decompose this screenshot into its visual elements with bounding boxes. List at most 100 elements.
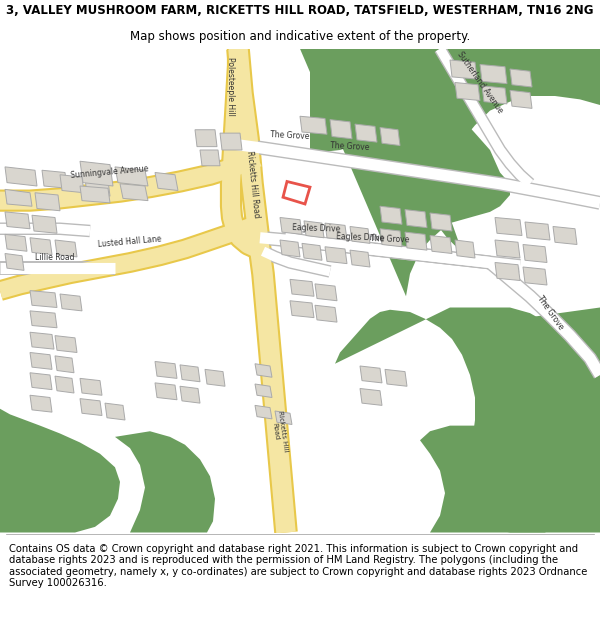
Polygon shape <box>55 376 74 393</box>
Polygon shape <box>420 426 560 532</box>
Polygon shape <box>155 173 178 191</box>
Text: Ricketts Hill Road: Ricketts Hill Road <box>245 150 261 218</box>
Polygon shape <box>32 215 57 233</box>
Polygon shape <box>30 395 52 412</box>
Polygon shape <box>450 60 477 79</box>
Polygon shape <box>205 369 225 386</box>
Polygon shape <box>335 308 600 532</box>
Polygon shape <box>553 226 577 244</box>
Polygon shape <box>380 206 402 224</box>
Polygon shape <box>255 384 272 398</box>
Polygon shape <box>482 86 507 104</box>
Polygon shape <box>304 221 324 238</box>
Polygon shape <box>60 175 84 192</box>
Polygon shape <box>115 431 215 532</box>
Polygon shape <box>325 247 347 264</box>
Polygon shape <box>55 240 77 257</box>
Polygon shape <box>430 213 452 231</box>
Polygon shape <box>350 250 370 267</box>
Polygon shape <box>380 127 400 146</box>
Text: Map shows position and indicative extent of the property.: Map shows position and indicative extent… <box>130 30 470 43</box>
Polygon shape <box>80 399 102 416</box>
Polygon shape <box>155 383 177 400</box>
Polygon shape <box>105 403 125 420</box>
Text: Sunningvale Avenue: Sunningvale Avenue <box>71 164 149 181</box>
Polygon shape <box>280 240 300 257</box>
Polygon shape <box>480 64 507 84</box>
Text: Eagles Drive: Eagles Drive <box>336 232 384 242</box>
Polygon shape <box>310 49 600 152</box>
Polygon shape <box>255 406 272 419</box>
Polygon shape <box>120 184 148 201</box>
Polygon shape <box>510 69 532 87</box>
Polygon shape <box>30 372 52 389</box>
Polygon shape <box>5 254 24 271</box>
Text: Eagles Drive: Eagles Drive <box>292 222 340 233</box>
Polygon shape <box>290 301 314 318</box>
Polygon shape <box>405 232 427 250</box>
Polygon shape <box>200 150 220 166</box>
Text: Lillie Road: Lillie Road <box>35 254 75 262</box>
Polygon shape <box>330 119 352 139</box>
Polygon shape <box>495 217 522 236</box>
Polygon shape <box>155 361 177 378</box>
Polygon shape <box>495 240 520 258</box>
Polygon shape <box>523 267 547 285</box>
Polygon shape <box>315 305 337 322</box>
Polygon shape <box>255 364 272 378</box>
Polygon shape <box>30 311 57 328</box>
Polygon shape <box>35 192 60 211</box>
Polygon shape <box>5 234 27 251</box>
Polygon shape <box>525 222 550 240</box>
Text: Lusted Hall Lane: Lusted Hall Lane <box>98 234 162 249</box>
Polygon shape <box>85 178 110 196</box>
Text: Sutherland Avenue: Sutherland Avenue <box>455 50 505 115</box>
Polygon shape <box>302 243 322 260</box>
Polygon shape <box>350 226 370 243</box>
Polygon shape <box>55 336 77 352</box>
Polygon shape <box>180 365 200 382</box>
Text: 3, VALLEY MUSHROOM FARM, RICKETTS HILL ROAD, TATSFIELD, WESTERHAM, TN16 2NG: 3, VALLEY MUSHROOM FARM, RICKETTS HILL R… <box>6 4 594 18</box>
Polygon shape <box>510 91 532 108</box>
Text: Ricketts Hill
Road: Ricketts Hill Road <box>269 410 289 452</box>
Polygon shape <box>430 236 452 254</box>
Polygon shape <box>115 167 148 186</box>
Polygon shape <box>30 352 52 369</box>
Polygon shape <box>0 409 120 532</box>
Polygon shape <box>42 170 67 188</box>
Polygon shape <box>30 332 54 349</box>
Polygon shape <box>55 356 74 372</box>
Text: The Grove: The Grove <box>270 130 310 141</box>
Polygon shape <box>280 217 302 234</box>
Polygon shape <box>455 82 480 101</box>
Polygon shape <box>360 389 382 406</box>
Polygon shape <box>495 262 520 281</box>
Polygon shape <box>80 186 110 203</box>
Polygon shape <box>300 116 327 134</box>
Polygon shape <box>180 386 200 403</box>
Text: The Grove: The Grove <box>330 141 370 152</box>
Polygon shape <box>380 229 402 247</box>
Polygon shape <box>405 209 427 227</box>
Polygon shape <box>30 291 57 308</box>
Polygon shape <box>310 49 600 251</box>
Polygon shape <box>60 294 82 311</box>
Polygon shape <box>325 223 347 240</box>
Polygon shape <box>5 212 30 229</box>
Polygon shape <box>220 133 242 150</box>
Polygon shape <box>195 130 217 147</box>
Polygon shape <box>523 244 547 262</box>
Polygon shape <box>300 49 510 296</box>
Polygon shape <box>385 369 407 386</box>
Polygon shape <box>80 161 113 186</box>
Text: The Grove: The Grove <box>370 234 410 244</box>
Polygon shape <box>360 366 382 383</box>
Polygon shape <box>455 240 475 258</box>
Polygon shape <box>80 378 102 395</box>
Polygon shape <box>30 238 52 254</box>
Polygon shape <box>275 411 292 424</box>
Polygon shape <box>535 308 600 420</box>
Polygon shape <box>5 189 32 206</box>
Text: Contains OS data © Crown copyright and database right 2021. This information is : Contains OS data © Crown copyright and d… <box>9 544 587 588</box>
Polygon shape <box>315 284 337 301</box>
